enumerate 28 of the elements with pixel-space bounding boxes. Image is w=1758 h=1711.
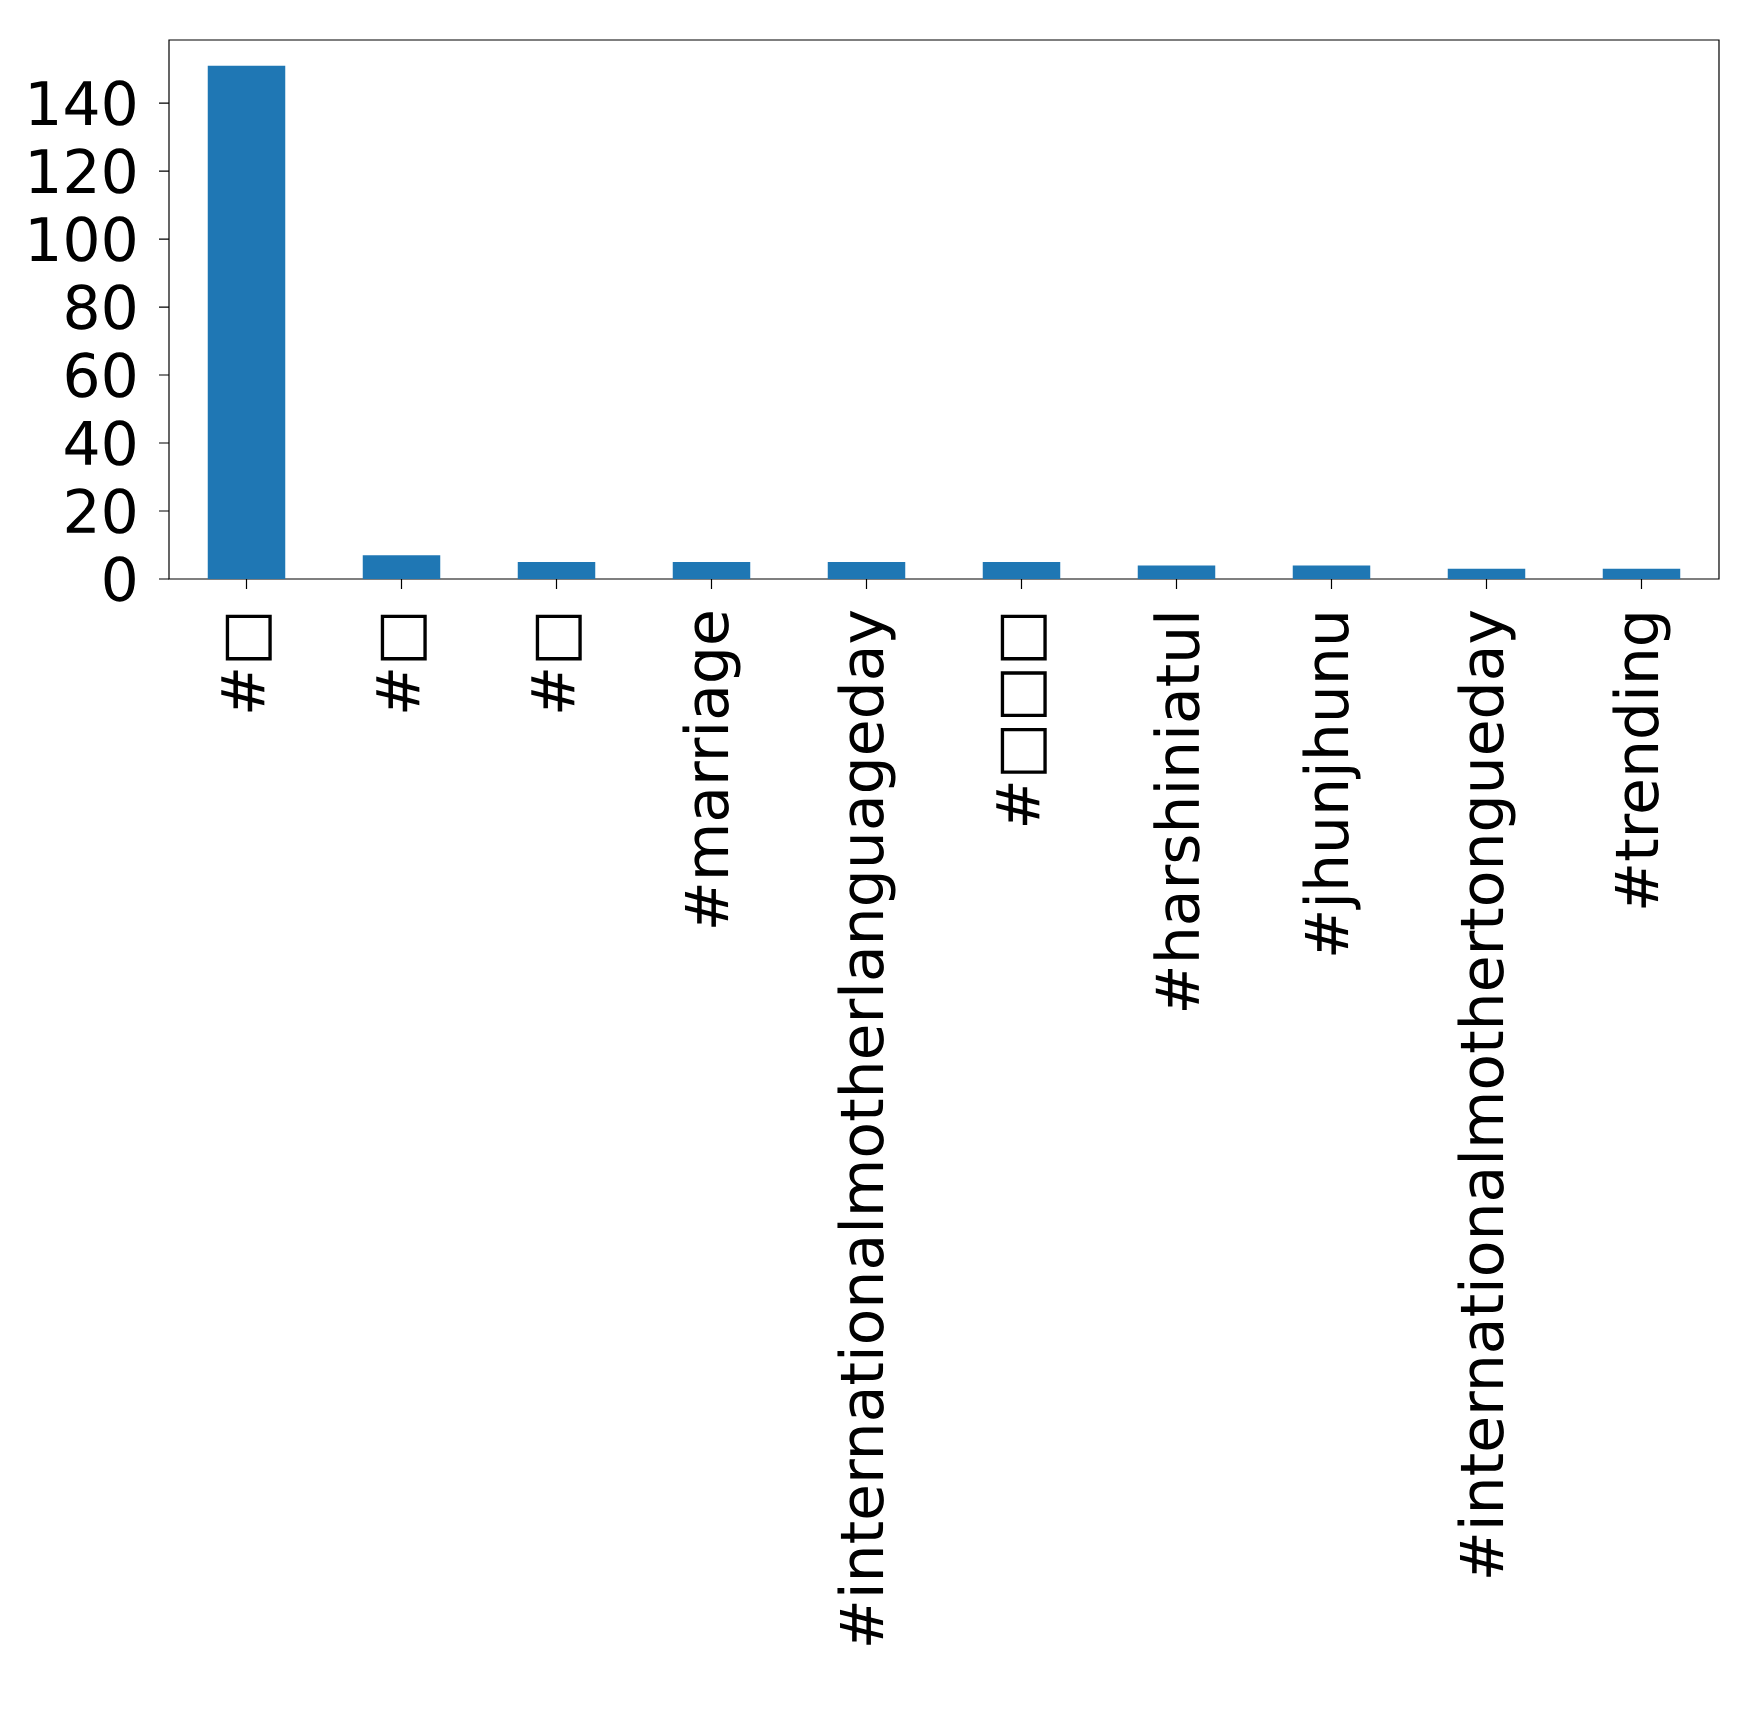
- y-tick-label: 20: [66, 488, 135, 534]
- x-tick-label: #jhunjhunu: [1302, 614, 1361, 955]
- x-tick-label: #harshiniatul: [1153, 614, 1200, 1010]
- bar: [827, 562, 906, 579]
- y-tick-label: 100: [30, 216, 135, 262]
- x-tick-label: #□□□: [996, 614, 1047, 825]
- bar: [1292, 565, 1371, 579]
- bar: [517, 562, 596, 579]
- bar: [207, 65, 286, 579]
- x-tick-label: #□: [376, 614, 427, 712]
- y-tick-label: 40: [65, 420, 135, 466]
- y-tick-label: 60: [66, 352, 135, 398]
- bar: [1447, 568, 1526, 579]
- y-tick-label: 140: [30, 80, 135, 126]
- y-tick-label: 120: [30, 148, 135, 194]
- x-tick-label: #internationalmotherlanguageday: [837, 610, 896, 1645]
- y-tick-label: 0: [104, 556, 135, 602]
- x-tick-label: #□: [221, 614, 272, 712]
- x-tick-label: #□: [531, 614, 582, 712]
- bar: [1137, 565, 1216, 579]
- bar: [672, 562, 751, 579]
- bar: [982, 562, 1061, 579]
- bar: [1602, 568, 1681, 579]
- bar: [362, 555, 441, 579]
- y-tick-label: 80: [66, 284, 135, 330]
- x-tick-label: #marriage: [682, 612, 741, 927]
- x-tick-label: #trending: [1612, 614, 1671, 908]
- x-tick-label: #internationalmothertongueday: [1457, 610, 1516, 1577]
